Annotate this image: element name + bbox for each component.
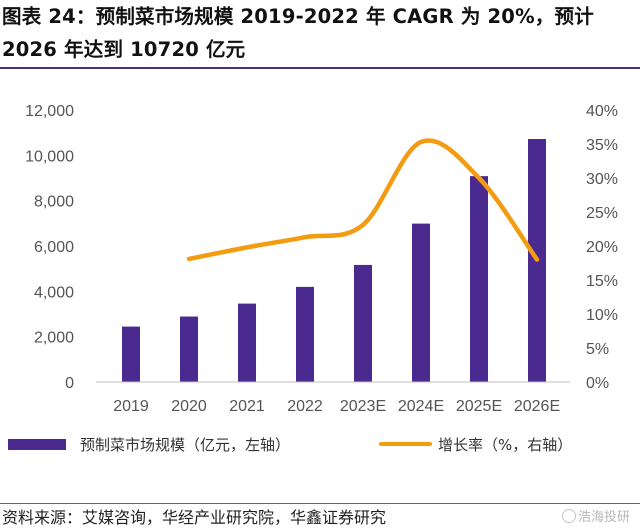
combo-chart: 0 2,000 4,000 6,000 8,000 10,000 12,000 0% 5% 10… [8,103,618,454]
y-left-tick-label: 0 [65,375,74,392]
y-right-tick-label: 5% [586,341,609,358]
left-axis: 0 2,000 4,000 6,000 8,000 10,000 12,000 [25,103,74,392]
x-tick-label: 2024E [398,398,444,415]
x-tick-label: 2022 [287,398,323,415]
x-tick-label: 2020 [171,398,207,415]
growth-rate-line [186,138,540,262]
y-right-tick-label: 15% [586,273,618,290]
right-axis: 0% 5% 10% 15% 20% 25% 30% 35% 40% [586,103,618,392]
y-right-tick-label: 0% [586,375,609,392]
y-right-tick-label: 20% [586,239,618,256]
source-divider [0,503,640,504]
watermark-icon [562,509,576,523]
x-tick-label: 2021 [229,398,265,415]
chart-title: 图表 24：预制菜市场规模 2019-2022 年 CAGR 为 20%，预计 … [2,5,594,61]
bar [296,286,314,382]
y-right-tick-label: 30% [586,171,618,188]
y-right-tick-label: 25% [586,205,618,222]
y-right-tick-label: 35% [586,137,618,154]
legend-label-line: 增长率（%，右轴） [438,436,572,454]
bar [238,303,256,382]
legend-swatch-bar [8,439,66,450]
y-left-tick-label: 2,000 [34,330,74,347]
bar [180,316,198,382]
legend-label-bar: 预制菜市场规模（亿元，左轴） [80,436,290,454]
x-tick-label: 2019 [113,398,149,415]
watermark-text: 浩海投研 [578,510,631,525]
y-left-tick-label: 6,000 [34,239,74,256]
title-divider [0,67,640,69]
bar [122,326,140,382]
watermark: 浩海投研 [562,508,630,528]
line-series [186,138,540,262]
source-note: 资料来源：艾媒咨询，华经产业研究院，华鑫证券研究 [2,508,387,527]
legend: 预制菜市场规模（亿元，左轴） 增长率（%，右轴） [8,436,572,454]
bar [412,223,430,382]
y-left-tick-label: 12,000 [25,103,74,120]
y-right-tick-label: 40% [586,103,618,120]
y-left-tick-label: 8,000 [34,194,74,211]
y-right-tick-label: 10% [586,307,618,324]
x-tick-label: 2023E [340,398,386,415]
x-tick-label: 2025E [456,398,502,415]
x-tick-label: 2026E [514,398,560,415]
bar [470,176,488,382]
y-left-tick-label: 4,000 [34,284,74,301]
y-left-tick-label: 10,000 [25,148,74,165]
bar-series [122,139,546,382]
x-axis: 2019 2020 2021 2022 2023E 2024E 2025E 2026E [113,398,560,415]
bar [354,264,372,382]
